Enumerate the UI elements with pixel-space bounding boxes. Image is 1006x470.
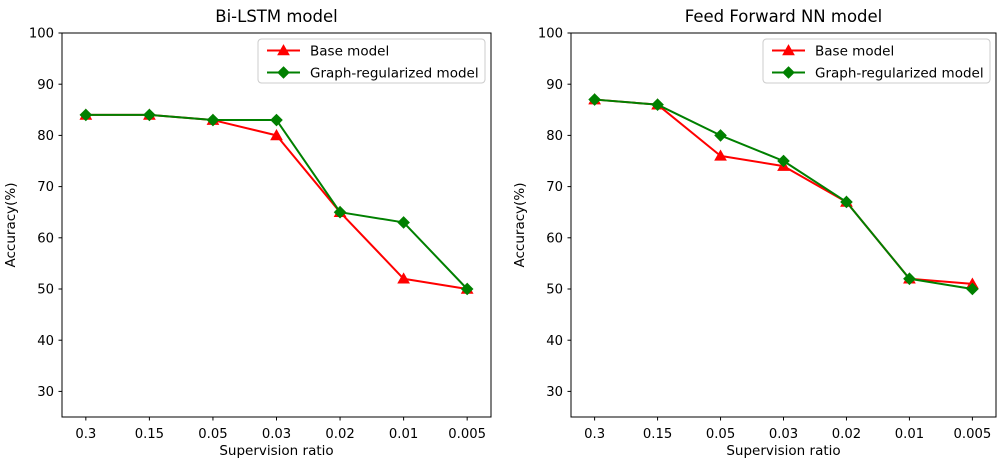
y-tick-label: 100 bbox=[538, 27, 563, 42]
series-line bbox=[593, 98, 974, 285]
series-marker bbox=[588, 93, 601, 106]
series-marker bbox=[270, 113, 283, 127]
x-tick-label: 0.01 bbox=[895, 427, 924, 442]
y-tick-label: 80 bbox=[37, 129, 54, 144]
series-marker bbox=[903, 272, 916, 286]
legend-marker bbox=[782, 66, 795, 79]
x-tick-label: 0.3 bbox=[584, 427, 605, 442]
legend-box bbox=[257, 38, 486, 84]
x-tick-label: 0.03 bbox=[769, 427, 798, 442]
bi-lstm-chart-panel: 30 40 50 60 70 80 90 100 0.3 0.15 0.05 0.03 0.02 0.01… bbox=[3, 7, 492, 459]
axes-frame bbox=[61, 32, 492, 418]
series-marker bbox=[651, 98, 664, 111]
axes-frame bbox=[570, 32, 997, 418]
series-marker bbox=[270, 128, 283, 141]
x-tick-label: 0.02 bbox=[832, 427, 861, 442]
series-marker bbox=[777, 154, 790, 168]
chart-title: Bi-LSTM model bbox=[215, 7, 337, 26]
y-tick-label: 60 bbox=[546, 231, 563, 246]
series-marker bbox=[206, 113, 220, 127]
feed-forward-nn-chart-panel: 30 40 50 60 70 80 90 100 0.3 0.15 0.05 0.03 0.02 0.01… bbox=[503, 0, 1006, 470]
legend-marker bbox=[782, 44, 795, 56]
series-line bbox=[84, 113, 469, 290]
legend-label: Base model bbox=[310, 43, 389, 59]
x-tick-label: 0.03 bbox=[262, 427, 291, 442]
bi-lstm-chart: 30 40 50 60 70 80 90 100 0.3 0.15 0.05 0.03 0.02 0.01… bbox=[3, 7, 492, 459]
legend-box bbox=[762, 38, 991, 84]
y-tick-label: 30 bbox=[37, 385, 54, 400]
chart-title: Feed Forward NN model bbox=[685, 7, 883, 26]
feed-forward-nn-chart: 30 40 50 60 70 80 90 100 0.3 0.15 0.05 0.03 0.02 0.01… bbox=[512, 7, 997, 459]
series-marker bbox=[397, 216, 410, 229]
x-tick-label: 0.15 bbox=[135, 427, 164, 442]
series-marker bbox=[79, 108, 93, 122]
y-tick-label: 50 bbox=[546, 283, 563, 298]
legend-marker bbox=[277, 44, 290, 56]
series-line bbox=[84, 113, 469, 290]
y-tick-label: 50 bbox=[37, 283, 54, 298]
series-marker bbox=[143, 108, 156, 122]
y-tick-label: 100 bbox=[29, 27, 54, 42]
series-marker bbox=[460, 282, 474, 296]
series-marker bbox=[840, 195, 853, 209]
series-marker bbox=[714, 129, 727, 142]
y-tick-label: 30 bbox=[546, 385, 563, 400]
y-tick-label: 80 bbox=[546, 129, 563, 144]
legend-label: Graph-regularized model bbox=[310, 65, 479, 81]
x-tick-label: 0.005 bbox=[954, 427, 992, 442]
series-marker bbox=[714, 149, 727, 161]
y-axis-title: Accuracy(%) bbox=[3, 183, 19, 268]
series-line bbox=[593, 98, 974, 290]
series-marker bbox=[397, 272, 410, 284]
x-tick-label: 0.05 bbox=[706, 427, 735, 442]
legend-label: Base model bbox=[815, 43, 894, 59]
x-axis-title: Supervision ratio bbox=[726, 443, 840, 459]
x-tick-label: 0.02 bbox=[325, 427, 354, 442]
x-tick-label: 0.3 bbox=[75, 427, 96, 442]
x-axis-title: Supervision ratio bbox=[219, 443, 333, 459]
series-marker bbox=[966, 282, 979, 296]
y-tick-label: 60 bbox=[37, 231, 54, 246]
legend-marker bbox=[277, 66, 290, 79]
y-tick-label: 40 bbox=[546, 334, 563, 349]
y-tick-label: 90 bbox=[546, 78, 563, 93]
y-tick-label: 70 bbox=[37, 180, 54, 195]
legend-label: Graph-regularized model bbox=[815, 65, 984, 81]
x-tick-label: 0.01 bbox=[389, 427, 418, 442]
y-tick-label: 40 bbox=[37, 334, 54, 349]
series-marker bbox=[333, 205, 347, 219]
y-tick-label: 70 bbox=[546, 180, 563, 195]
x-tick-label: 0.15 bbox=[643, 427, 672, 442]
x-tick-label: 0.005 bbox=[448, 427, 486, 442]
x-tick-label: 0.05 bbox=[198, 427, 227, 442]
y-tick-label: 90 bbox=[37, 78, 54, 93]
y-axis-title: Accuracy(%) bbox=[512, 183, 528, 268]
